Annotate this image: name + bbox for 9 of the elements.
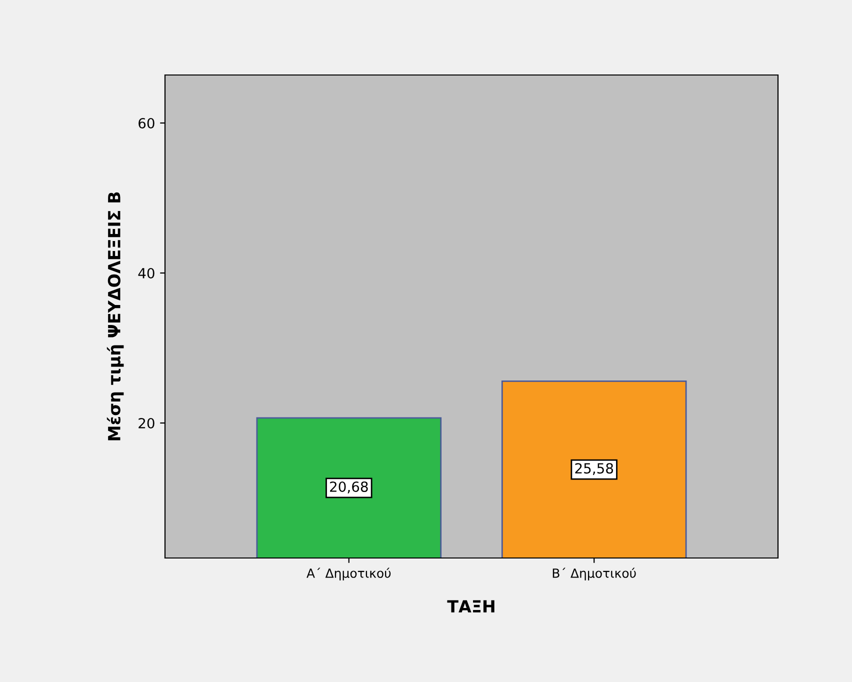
y-tick-label: 60 (138, 118, 154, 128)
x-tick-label: Β΄ Δημοτικού (552, 568, 636, 580)
data-label: 20,68 (330, 481, 368, 494)
y-tick-label: 40 (138, 268, 154, 278)
y-tick-label: 20 (138, 418, 154, 428)
y-axis-title: Μέση τιμή ΨΕΥΔΟΛΕΞΕΙΣ Β (106, 192, 124, 440)
x-axis-title: ΤΑΞΗ (447, 600, 494, 612)
x-tick-label: Α΄ Δημοτικού (306, 568, 391, 580)
data-label: 25,58 (575, 463, 614, 476)
